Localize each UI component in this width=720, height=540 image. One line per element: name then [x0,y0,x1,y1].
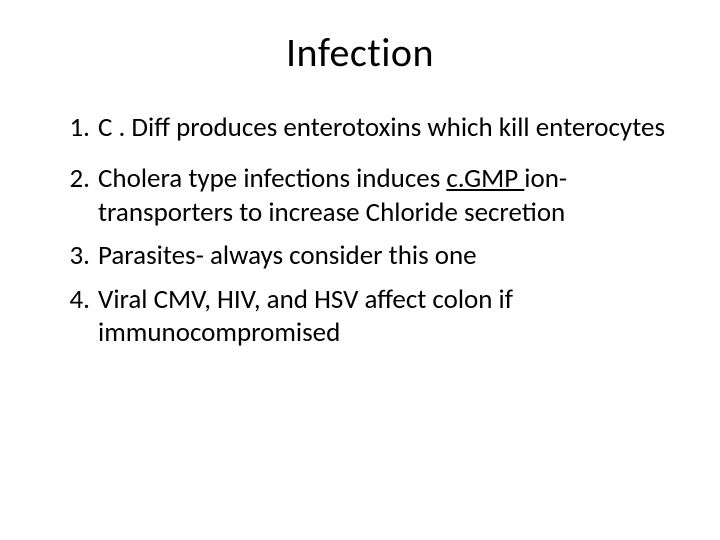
list-item: 1. C . Diff produces enterotoxins which … [80,111,676,144]
list-item-number: 3. [54,239,90,272]
list-item-text-pre: Cholera type infections induces [98,162,446,195]
list-item: 3. Parasites- always consider this one [80,239,676,272]
list-item-text: Parasites- always consider this one [98,239,477,272]
list-item-number: 2. [54,162,90,195]
list-item-text: Viral CMV, HIV, and HSV affect colon if … [98,283,513,349]
list-item-number: 1. [54,111,90,144]
numbered-list: 1. C . Diff produces enterotoxins which … [44,111,676,350]
list-item: 2. Cholera type infections induces c.GMP… [80,162,676,229]
list-item-text: C . Diff produces enterotoxins which kil… [98,111,665,144]
slide-title: Infection [44,28,676,77]
list-item-text-underline: c.GMP [446,162,524,195]
list-item: 4. Viral CMV, HIV, and HSV affect colon … [80,283,676,350]
slide: Infection 1. C . Diff produces enterotox… [0,0,720,540]
list-item-number: 4. [54,283,90,316]
